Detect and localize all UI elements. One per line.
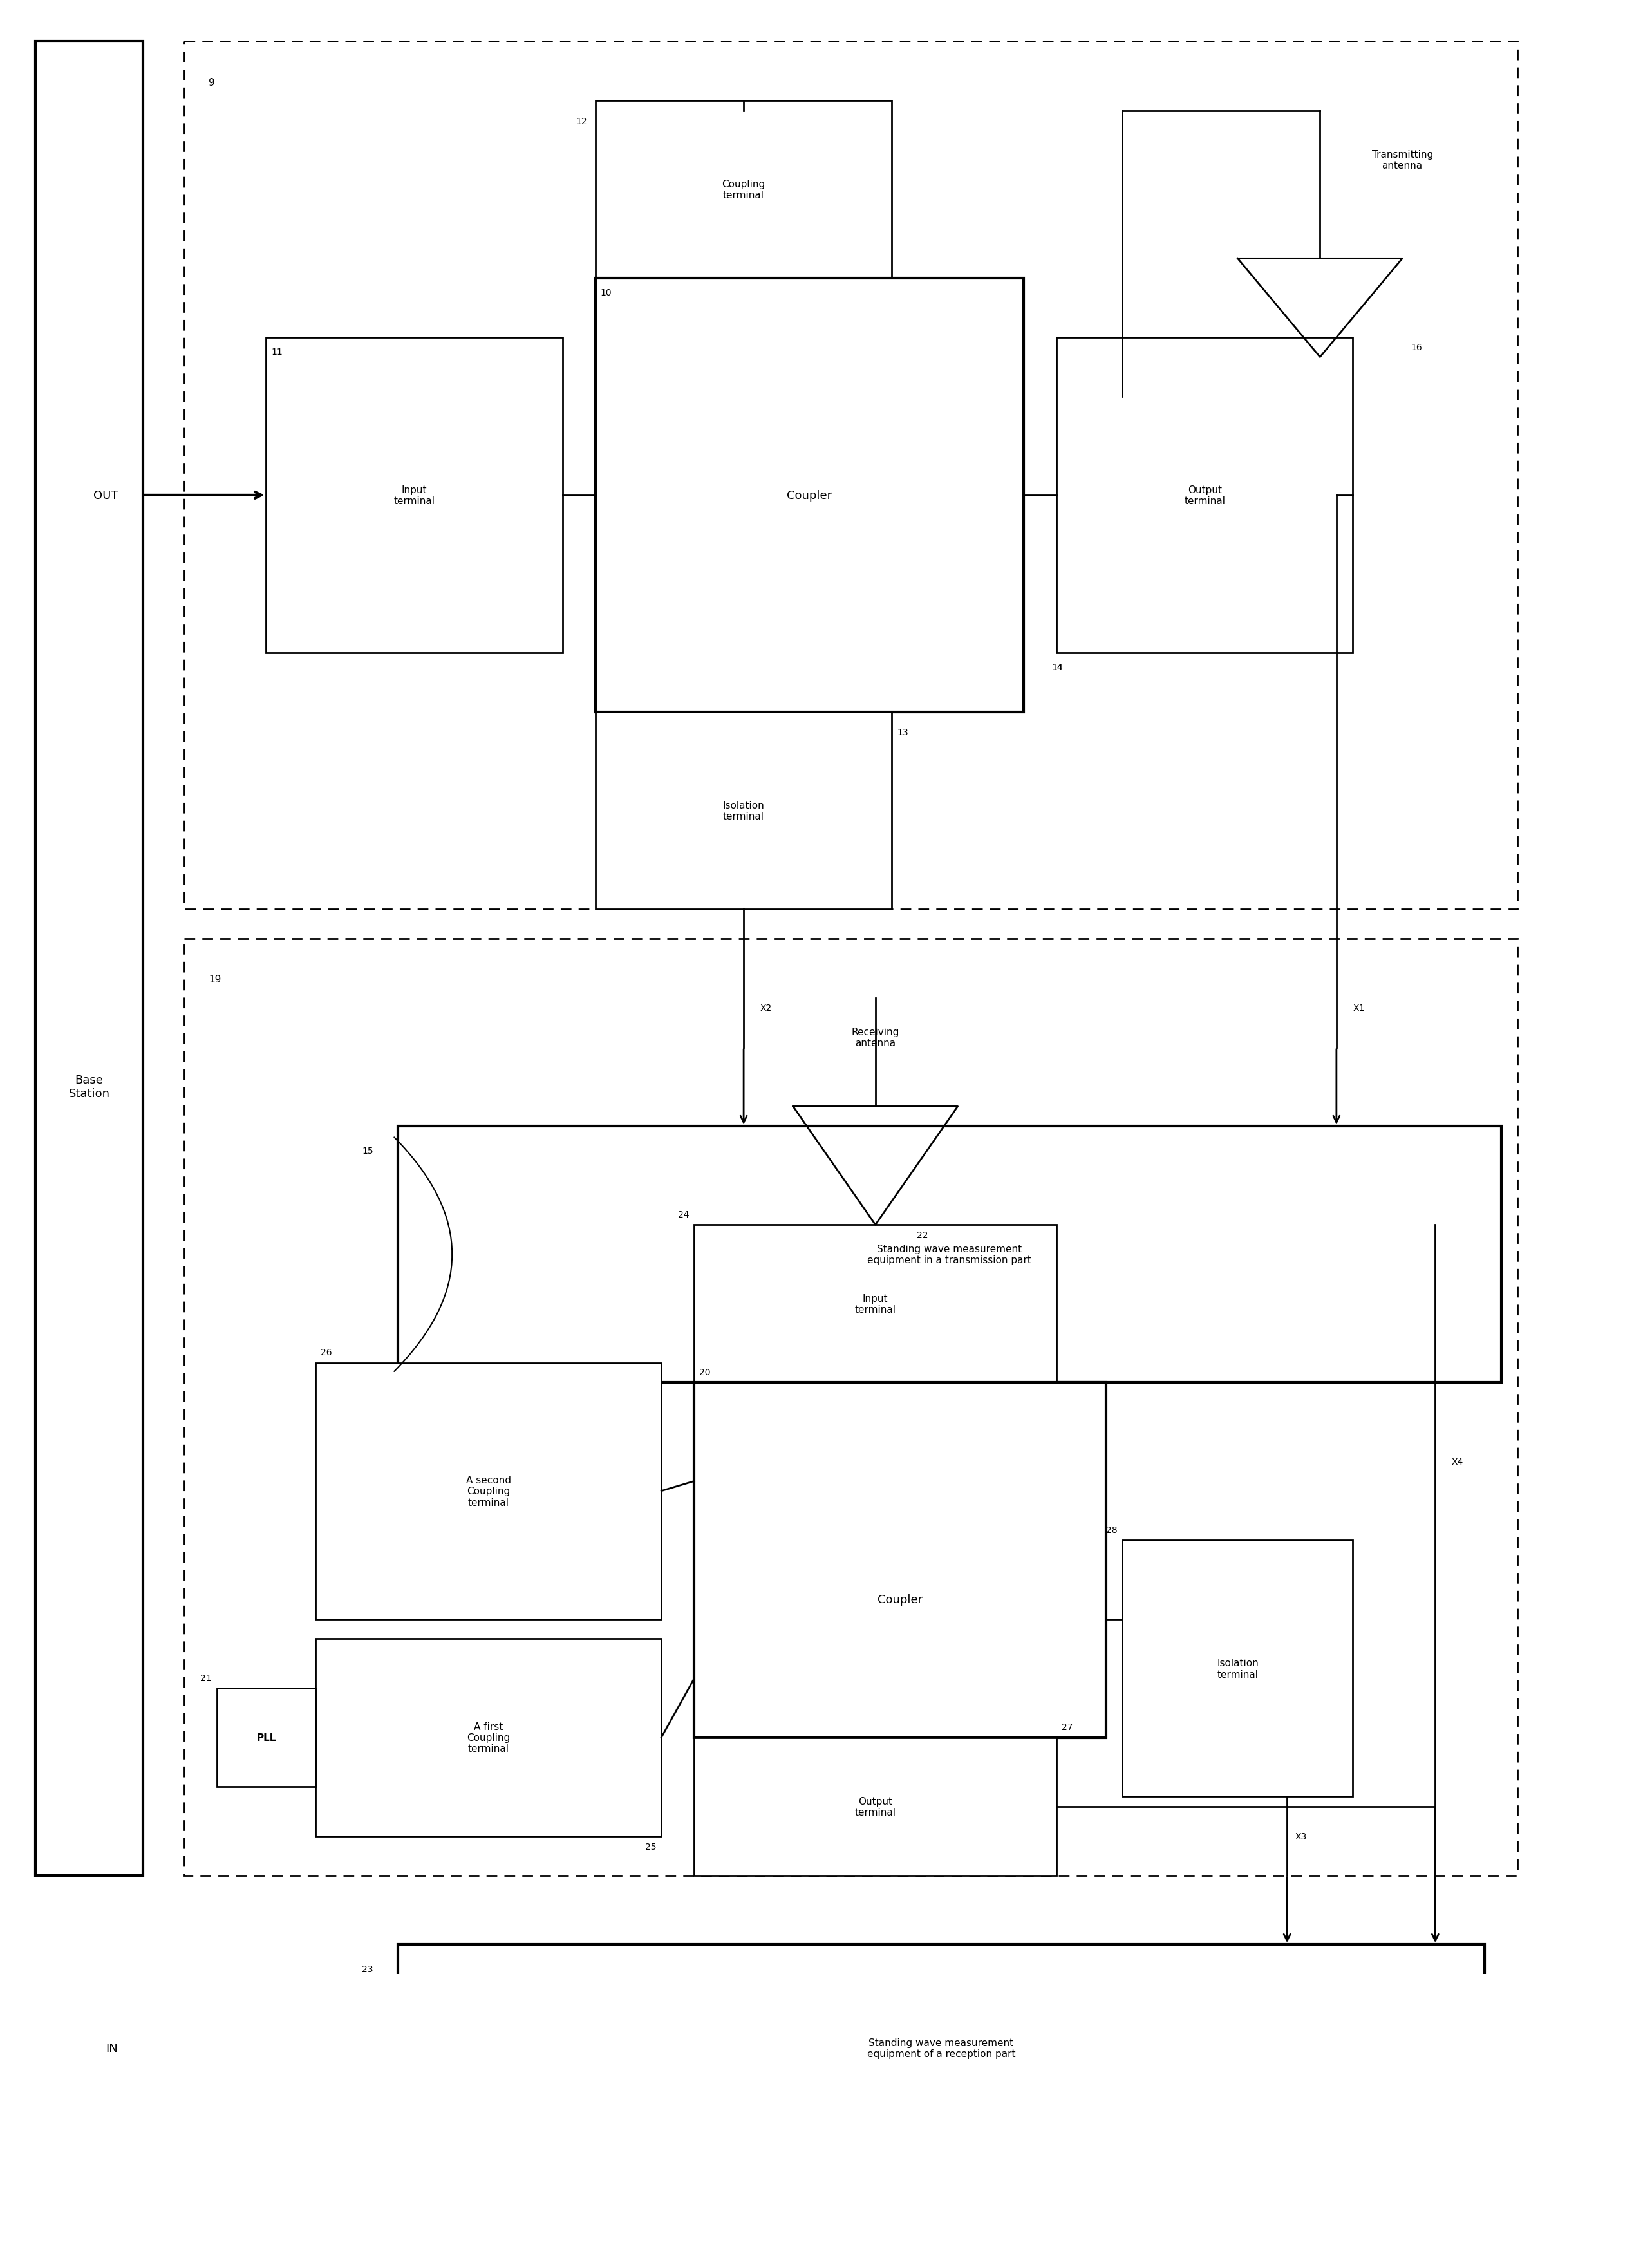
Text: 22: 22 bbox=[917, 1231, 928, 1240]
Text: X3: X3 bbox=[1295, 1831, 1307, 1840]
Bar bbox=[1122, 1541, 1353, 1798]
Text: X2: X2 bbox=[760, 1004, 771, 1013]
Bar bbox=[316, 1638, 661, 1836]
Text: Input
terminal: Input terminal bbox=[854, 1294, 895, 1314]
Bar bbox=[216, 1687, 316, 1786]
Text: 15: 15 bbox=[362, 1146, 373, 1155]
Text: 11: 11 bbox=[271, 348, 282, 357]
Text: 21: 21 bbox=[200, 1674, 211, 1683]
Text: 28: 28 bbox=[1107, 1526, 1117, 1535]
Text: Coupler: Coupler bbox=[877, 1593, 923, 1604]
Bar bbox=[1057, 337, 1353, 654]
Text: Input
terminal: Input terminal bbox=[393, 485, 434, 506]
Text: A first
Coupling
terminal: A first Coupling terminal bbox=[468, 1721, 510, 1753]
Bar bbox=[183, 939, 1518, 1876]
Text: 10: 10 bbox=[600, 288, 611, 297]
Text: 20: 20 bbox=[699, 1368, 710, 1377]
Text: 9: 9 bbox=[208, 79, 215, 88]
Text: X1: X1 bbox=[1353, 1004, 1365, 1013]
Bar bbox=[694, 1225, 1057, 1382]
Text: Standing wave measurement
equipment in a transmission part: Standing wave measurement equipment in a… bbox=[867, 1245, 1031, 1265]
Text: OUT: OUT bbox=[93, 490, 117, 501]
Bar bbox=[398, 1944, 1485, 2153]
Text: IN: IN bbox=[106, 2043, 117, 2054]
Bar bbox=[595, 712, 892, 910]
Bar bbox=[183, 43, 1518, 910]
Text: Transmitting
antenna: Transmitting antenna bbox=[1371, 151, 1432, 171]
Text: 12: 12 bbox=[577, 117, 586, 126]
Text: PLL: PLL bbox=[256, 1732, 276, 1741]
Text: Standing wave measurement
equipment of a reception part: Standing wave measurement equipment of a… bbox=[867, 2038, 1016, 2058]
Bar bbox=[266, 337, 563, 654]
Text: 23: 23 bbox=[362, 1964, 373, 1973]
Text: 26: 26 bbox=[320, 1348, 332, 1357]
Text: 16: 16 bbox=[1411, 344, 1422, 353]
Text: 24: 24 bbox=[677, 1211, 689, 1220]
Text: Receiving
antenna: Receiving antenna bbox=[851, 1027, 899, 1047]
Text: Output
terminal: Output terminal bbox=[1184, 485, 1226, 506]
Text: Coupler: Coupler bbox=[786, 490, 833, 501]
Text: A second
Coupling
terminal: A second Coupling terminal bbox=[466, 1474, 510, 1508]
Text: Output
terminal: Output terminal bbox=[854, 1795, 895, 1818]
Text: 27: 27 bbox=[1062, 1723, 1072, 1732]
Bar bbox=[316, 1364, 661, 1620]
Text: Coupling
terminal: Coupling terminal bbox=[722, 180, 765, 200]
Text: Base
Station: Base Station bbox=[68, 1074, 109, 1099]
Text: 25: 25 bbox=[646, 1843, 656, 1852]
Bar bbox=[694, 1382, 1105, 1737]
Bar bbox=[36, 43, 142, 1876]
Text: Isolation
terminal: Isolation terminal bbox=[724, 800, 765, 822]
Text: 14: 14 bbox=[1052, 663, 1062, 672]
Bar bbox=[694, 1737, 1057, 1876]
Text: Isolation
terminal: Isolation terminal bbox=[1218, 1658, 1259, 1679]
Text: 14: 14 bbox=[1052, 663, 1062, 672]
Bar bbox=[398, 1126, 1502, 1382]
Text: X4: X4 bbox=[1452, 1456, 1464, 1465]
Bar bbox=[595, 101, 892, 279]
Bar bbox=[595, 279, 1024, 712]
Text: 13: 13 bbox=[897, 728, 909, 737]
Text: 19: 19 bbox=[208, 975, 221, 984]
